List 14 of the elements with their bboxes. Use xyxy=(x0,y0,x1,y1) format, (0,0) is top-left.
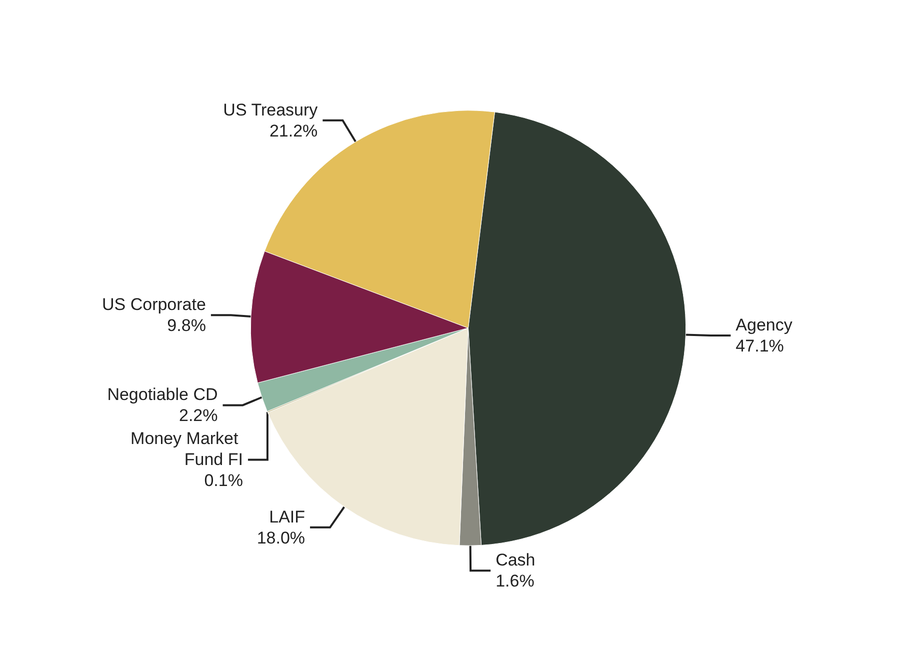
slice-label: Negotiable CD xyxy=(107,385,218,404)
data-label: 18.0% xyxy=(256,528,306,548)
data-label: 21.2% xyxy=(269,121,318,140)
data-label: 1.6% xyxy=(496,572,534,591)
slice-label: US Corporate xyxy=(102,295,206,314)
slice-label: US Treasury xyxy=(223,100,318,120)
slice-label: Agency xyxy=(736,316,793,335)
data-label: 47.1% xyxy=(736,336,784,356)
data-label: 0.1% xyxy=(204,471,243,490)
slice-label: Money Market Fund FI xyxy=(130,429,243,470)
data-label: 2.2% xyxy=(179,406,218,426)
slice-label: LAIF xyxy=(269,507,306,526)
data-label: 9.8% xyxy=(167,316,206,336)
slice-label: Cash xyxy=(496,550,536,570)
